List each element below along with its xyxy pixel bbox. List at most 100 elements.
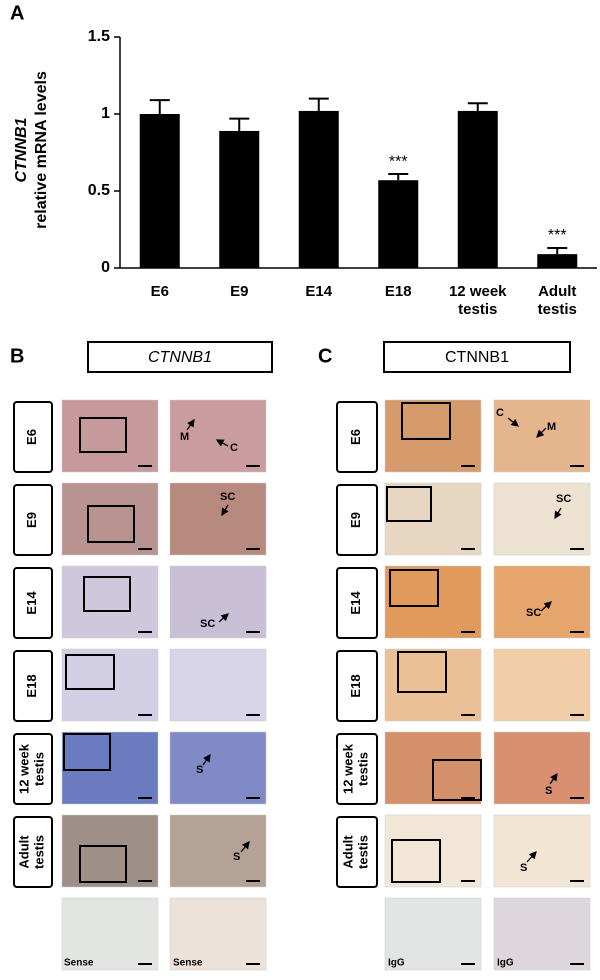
bar: [298, 110, 339, 268]
y-axis-label: CTNNB1: [13, 117, 30, 182]
row-label-box: [13, 733, 53, 805]
inset-box: [79, 845, 127, 883]
row-label-box: [13, 816, 53, 888]
y-axis-label: relative mRNA levels: [33, 71, 50, 229]
annotation: C: [496, 407, 504, 419]
micrograph: [61, 399, 159, 473]
arrows: [186, 417, 562, 863]
micrograph: [493, 648, 591, 722]
micrograph: [384, 482, 482, 556]
annotation: SC: [200, 618, 215, 630]
row-label: 12 weektestis: [341, 743, 371, 794]
row-label: E6: [348, 429, 363, 445]
inset-box: [83, 576, 131, 612]
micrograph: [384, 897, 482, 971]
row-label: E14: [24, 591, 39, 615]
row-label: Adulttestis: [341, 835, 371, 869]
annotation: IgG: [388, 958, 405, 969]
micrograph: [493, 814, 591, 888]
image-annotations: M C SC SC S S Sense Sense C M SC SC S S …: [64, 407, 571, 969]
panel-label: B: [10, 345, 24, 367]
inset-box: [401, 402, 451, 440]
error-bar: [467, 102, 488, 111]
x-tick-label: E6: [151, 283, 169, 300]
row-label-box: [336, 733, 378, 805]
micrograph: [169, 648, 267, 722]
micrograph: [493, 731, 591, 805]
significance: ***: [389, 153, 408, 170]
annotation: C: [230, 442, 238, 454]
x-tick-label: Adult testis: [538, 283, 577, 318]
micrograph: [169, 482, 267, 556]
micrograph: [61, 897, 159, 971]
x-tick-label: E14: [305, 283, 332, 300]
bar: [219, 130, 260, 268]
row-label: E18: [24, 674, 39, 697]
annotation: S: [520, 862, 527, 874]
image-panels: B CTNNB1 E6 E9 E14 E18 12 weektestis Adulttesti…: [10, 341, 591, 971]
micrograph: [384, 399, 482, 473]
annotation: IgG: [497, 958, 514, 969]
error-bar: [149, 99, 170, 114]
annotation: SC: [556, 493, 571, 505]
micrograph: [493, 482, 591, 556]
annotation: M: [180, 431, 189, 443]
header: CTNNB1: [445, 349, 509, 366]
row-label-box: [336, 401, 378, 473]
inset-box: [389, 569, 439, 607]
annotation: Sense: [64, 958, 94, 969]
micrograph: [169, 897, 267, 971]
error-bar: [229, 117, 250, 131]
row-label: E9: [348, 512, 363, 528]
micrograph: [384, 565, 482, 639]
inset-box: [391, 839, 441, 883]
error-bar: [308, 97, 329, 111]
annotation: S: [545, 785, 552, 797]
inset-box: [65, 654, 115, 690]
row-label-box: [336, 484, 378, 556]
micrograph: [384, 814, 482, 888]
row-label-box: [13, 401, 53, 473]
inset-box: [79, 417, 127, 453]
micrograph: [169, 814, 267, 888]
micrograph: [169, 399, 267, 473]
row-label: E9: [24, 512, 39, 528]
y-tick-label: 1.5: [88, 28, 110, 45]
error-bar: [547, 246, 568, 255]
panel-label: A: [10, 2, 24, 24]
x-tick-label: E9: [230, 283, 248, 300]
row-label: 12 weektestis: [17, 743, 47, 794]
bar: [378, 180, 419, 268]
micrograph: [493, 565, 591, 639]
inset-box: [432, 759, 482, 801]
inset-box: [63, 733, 111, 771]
annotation: M: [547, 421, 556, 433]
y-tick-label: 1: [101, 105, 110, 122]
significance: ***: [548, 227, 567, 244]
annotation: S: [233, 851, 240, 863]
micrograph: [493, 399, 591, 473]
micrograph: [493, 897, 591, 971]
bar: [139, 114, 180, 268]
bar: [537, 254, 578, 268]
y-tick-label: 0.5: [88, 182, 110, 199]
bar: [457, 110, 498, 268]
x-tick-label: E18: [385, 283, 412, 300]
row-label-box: [336, 650, 378, 722]
inset-box: [386, 486, 432, 522]
annotation: S: [196, 764, 203, 776]
error-bar: [388, 173, 409, 181]
micrograph: [61, 482, 159, 556]
micrograph: [384, 648, 482, 722]
micrograph: [61, 648, 159, 722]
row-label: Adulttestis: [17, 835, 47, 869]
header-box: [383, 341, 571, 373]
row-label-box: [336, 816, 378, 888]
row-label: E18: [348, 674, 363, 697]
row-label-box: [13, 567, 53, 639]
row-label-box: [13, 484, 53, 556]
micrograph: [169, 731, 267, 805]
row-label: E14: [348, 591, 363, 615]
annotation: Sense: [173, 958, 203, 969]
